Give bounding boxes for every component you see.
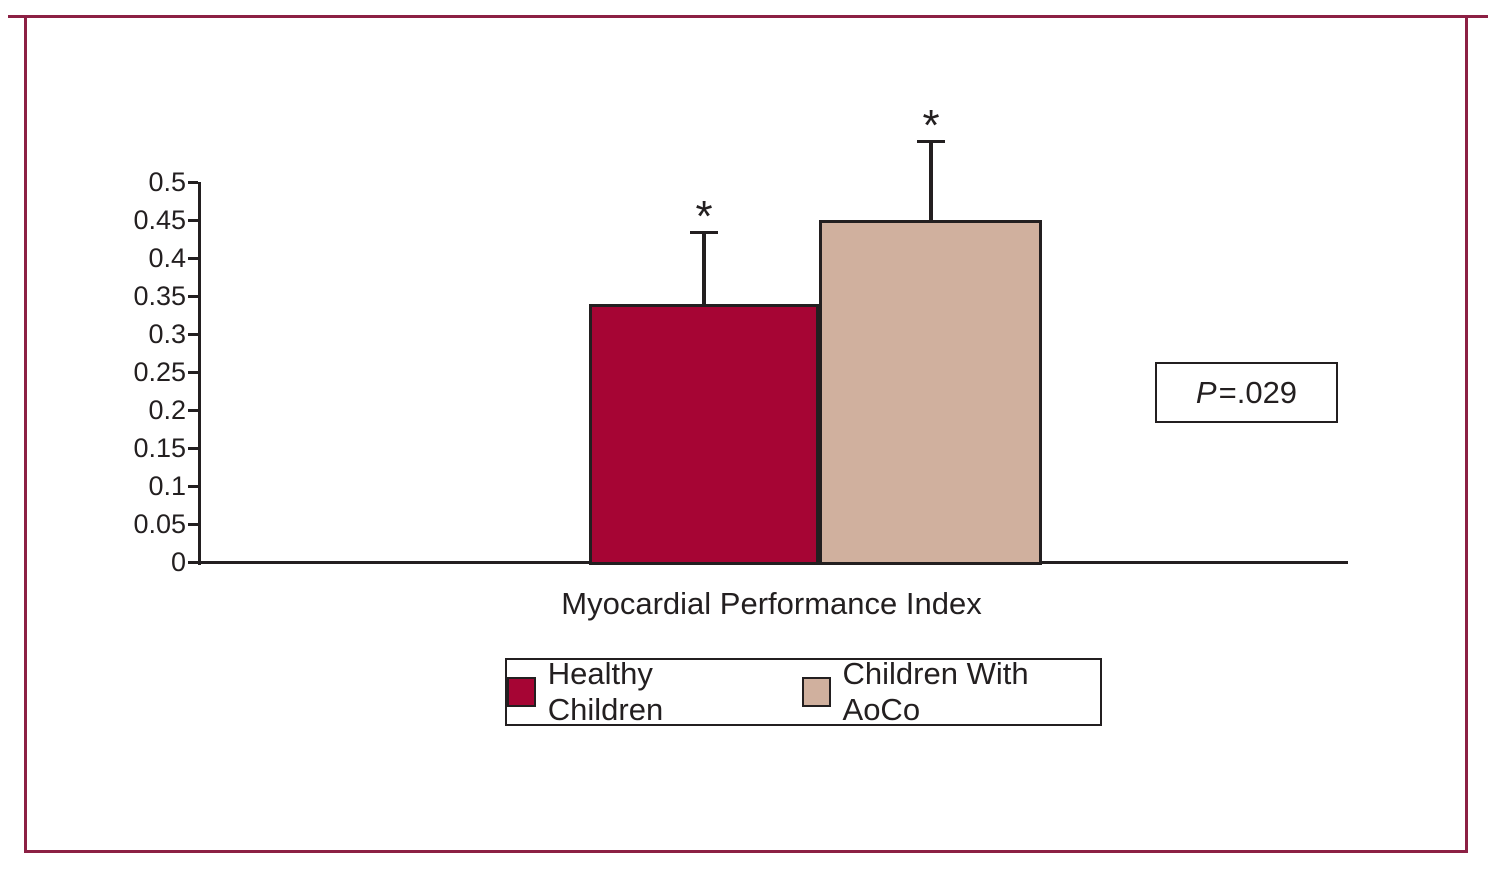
y-tick-mark [188,371,198,374]
p-value-text: =.029 [1218,374,1298,410]
significance-asterisk: * [922,101,940,150]
y-tick-mark [188,333,198,336]
y-tick-label: 0.2 [148,395,186,425]
legend-label-healthy-children: Healthy Children [547,656,664,727]
legend-swatch-healthy-children [507,677,536,707]
y-tick-mark [188,447,198,450]
legend-item-children-with-aoco: Children With AoCo [801,656,1100,728]
legend-swatch-children-with-aoco [801,677,831,707]
y-tick-label: 0.1 [148,471,186,501]
legend: Healthy Children Children With AoCo [505,656,1102,728]
p-value-box: P =.029 [1155,362,1338,423]
legend-item-healthy-children: Healthy Children [507,656,766,728]
y-tick-mark [188,295,198,298]
y-tick-label: 0.3 [148,319,186,349]
y-tick-label: 0.05 [133,509,186,539]
x-axis-title: Myocardial Performance Index [561,586,982,621]
y-axis-line [198,182,201,565]
figure-frame [24,15,1468,853]
y-tick-label: 0.45 [133,205,186,235]
y-tick-mark [188,561,198,564]
error-bar-line [702,231,706,304]
y-tick-mark [188,181,198,184]
y-tick-mark [188,257,198,260]
y-tick-mark [188,523,198,526]
error-bar-cap [690,231,718,234]
error-bar-line [929,140,933,220]
legend-label-children-with-aoco: Children With AoCo [842,656,1029,727]
y-tick-label: 0.15 [133,433,186,463]
y-tick-label: 0.5 [148,167,186,197]
y-tick-mark [188,409,198,412]
bar-children-with-aoco [819,220,1042,565]
p-value-prefix: P [1195,374,1217,410]
y-tick-mark [188,485,198,488]
y-tick-label: 0.25 [133,357,186,387]
y-tick-label: 0 [170,547,186,577]
y-tick-mark [188,219,198,222]
significance-asterisk: * [695,192,713,241]
bar-healthy-children [589,304,819,565]
y-tick-label: 0.4 [148,243,186,273]
y-tick-label: 0.35 [133,281,186,311]
error-bar-cap [917,140,945,143]
